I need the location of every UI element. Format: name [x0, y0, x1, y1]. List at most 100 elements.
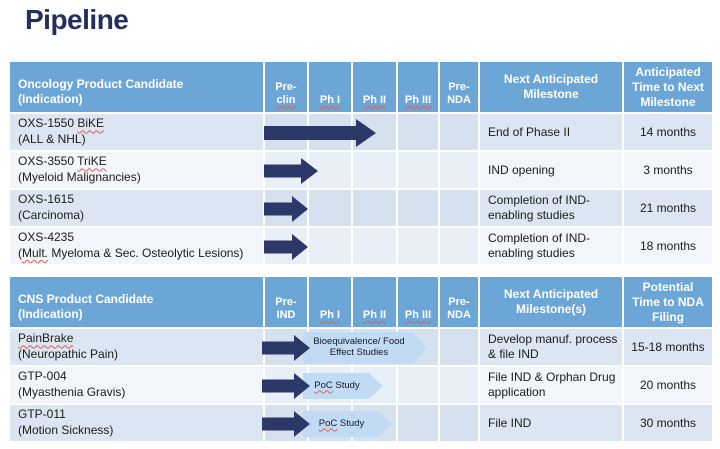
product-name: PainBrake [18, 331, 74, 346]
phase-cell-ph2 [351, 329, 396, 365]
header-preclin-line2: clin [276, 93, 296, 106]
product-cell: OXS-1615 (Carcinoma) [10, 190, 263, 226]
time-text: 15-18 months [631, 340, 705, 354]
phase-cell-ph1 [307, 114, 351, 150]
product-cell: GTP-004 (Myasthenia Gravis) [10, 367, 263, 403]
header-cell-ph2: Ph II [351, 62, 396, 112]
product-cell: OXS-3550 TriKE (Myeloid Malignancies) [10, 152, 263, 188]
phase-cell-ph3 [396, 367, 438, 403]
phase-cell-ph1 [307, 329, 351, 365]
time-cell: 30 months [622, 405, 712, 441]
header-product-line2: (Indication) [18, 307, 83, 321]
header-cell-milestone: Next Anticipated Milestone [478, 62, 622, 112]
milestone-cell: End of Phase II [478, 114, 622, 150]
phase-cell-ph3 [396, 329, 438, 365]
phase-cell-ph3 [396, 152, 438, 188]
header-cell-preclin: Pre- clin [263, 62, 307, 112]
phase-cell-ph2 [351, 152, 396, 188]
phase-cell-prenda [438, 114, 478, 150]
product-name: GTP-004 [18, 369, 67, 384]
product-indication: (Motion Sickness) [18, 423, 114, 437]
time-text: 14 months [639, 125, 697, 139]
milestone-text: IND opening [488, 162, 555, 177]
phase-cell-prenda [438, 367, 478, 403]
product-name: OXS-4235 [18, 230, 75, 245]
phase-cell-ph2 [351, 367, 396, 403]
product-indication: (Myasthenia Gravis) [18, 385, 126, 399]
header-cell-preind: Pre- IND [263, 277, 307, 327]
product-name: GTP-011 [18, 407, 66, 422]
time-cell: 15-18 months [622, 329, 712, 365]
phase-cell-preind [263, 367, 307, 403]
milestone-text: Completion of IND-enabling studies [488, 231, 591, 260]
product-cell: PainBrake (Neuropathic Pain) [10, 329, 263, 365]
header-preind-line2: IND [276, 308, 296, 321]
header-cell-ph1: Ph I [307, 277, 351, 327]
time-cell: 3 months [622, 152, 712, 188]
phase-cell-ph1 [307, 228, 351, 264]
oncology-header-row: Oncology Product Candidate (Indication) … [10, 62, 712, 112]
milestone-cell: File IND [478, 405, 622, 441]
header-preclin-line1: Pre- [275, 80, 297, 93]
milestone-text: File IND [488, 415, 532, 430]
header-cell-ph2: Ph II [351, 277, 396, 327]
header-cell-prenda: Pre- NDA [438, 62, 478, 112]
table-row-painbrake: PainBrake (Neuropathic Pain) Develop man… [10, 327, 712, 365]
product-name: OXS-3550 TriKE [18, 154, 107, 169]
product-indication: (ALL & NHL) [18, 132, 86, 146]
phase-cell-ph3 [396, 190, 438, 226]
phase-cell-ph1 [307, 367, 351, 403]
phase-cell-prenda [438, 329, 478, 365]
cns-header-row: CNS Product Candidate (Indication) Pre- … [10, 277, 712, 327]
time-cell: 21 months [622, 190, 712, 226]
time-text: 30 months [639, 416, 697, 430]
header-prenda-line2: NDA [447, 308, 471, 321]
slide-title: Pipeline [25, 4, 129, 35]
header-cell-product: Oncology Product Candidate (Indication) [10, 62, 263, 112]
header-cell-time: Potential Time to NDA Filing [622, 277, 712, 327]
phase-cell-preclin [263, 190, 307, 226]
table-row-oxs1550: OXS-1550 BiKE (ALL & NHL) End of Phase I… [10, 112, 712, 150]
oncology-pipeline-table: Oncology Product Candidate (Indication) … [10, 62, 712, 264]
phase-cell-ph1 [307, 152, 351, 188]
product-indication: (Myeloid Malignancies) [18, 170, 141, 184]
phase-cell-ph2 [351, 114, 396, 150]
time-cell: 14 months [622, 114, 712, 150]
header-cell-ph1: Ph I [307, 62, 351, 112]
header-cell-ph3: Ph III [396, 62, 438, 112]
header-prenda-line1: Pre- [448, 80, 470, 93]
table-row-gtp011: GTP-011 (Motion Sickness) File IND 30 mo… [10, 403, 712, 441]
phase-cell-ph1 [307, 405, 351, 441]
header-prenda-line2: NDA [447, 93, 471, 106]
table-row-oxs4235: OXS-4235 (Mult. Myeloma & Sec. Osteolyti… [10, 226, 712, 264]
product-cell: OXS-1550 BiKE (ALL & NHL) [10, 114, 263, 150]
phase-cell-prenda [438, 228, 478, 264]
milestone-cell: File IND & Orphan Drug application [478, 367, 622, 403]
phase-cell-ph2 [351, 405, 396, 441]
table-row-oxs1615: OXS-1615 (Carcinoma) Completion of IND-e… [10, 188, 712, 226]
time-cell: 20 months [622, 367, 712, 403]
header-preind-line1: Pre- [275, 295, 297, 308]
time-text: 18 months [639, 239, 697, 253]
time-text: 21 months [639, 201, 697, 215]
cns-pipeline-table: CNS Product Candidate (Indication) Pre- … [10, 277, 712, 441]
table-row-oxs3550: OXS-3550 TriKE (Myeloid Malignancies) IN… [10, 150, 712, 188]
milestone-cell: Develop manuf. process & file IND [478, 329, 622, 365]
phase-cell-preind [263, 329, 307, 365]
product-indication: (Mult. Myeloma & Sec. Osteolytic Lesions… [18, 246, 244, 260]
product-cell: OXS-4235 (Mult. Myeloma & Sec. Osteolyti… [10, 228, 263, 264]
phase-cell-prenda [438, 405, 478, 441]
header-cell-ph3: Ph III [396, 277, 438, 327]
phase-cell-preclin [263, 152, 307, 188]
time-text: 3 months [643, 163, 693, 177]
milestone-text: Develop manuf. process & file IND [488, 332, 618, 361]
milestone-text: Completion of IND-enabling studies [488, 193, 591, 222]
product-cell: GTP-011 (Motion Sickness) [10, 405, 263, 441]
phase-cell-ph2 [351, 228, 396, 264]
header-cell-product: CNS Product Candidate (Indication) [10, 277, 263, 327]
time-cell: 18 months [622, 228, 712, 264]
table-row-gtp004: GTP-004 (Myasthenia Gravis) File IND & O… [10, 365, 712, 403]
product-name: OXS-1615 [18, 192, 75, 207]
header-prenda-line1: Pre- [448, 295, 470, 308]
